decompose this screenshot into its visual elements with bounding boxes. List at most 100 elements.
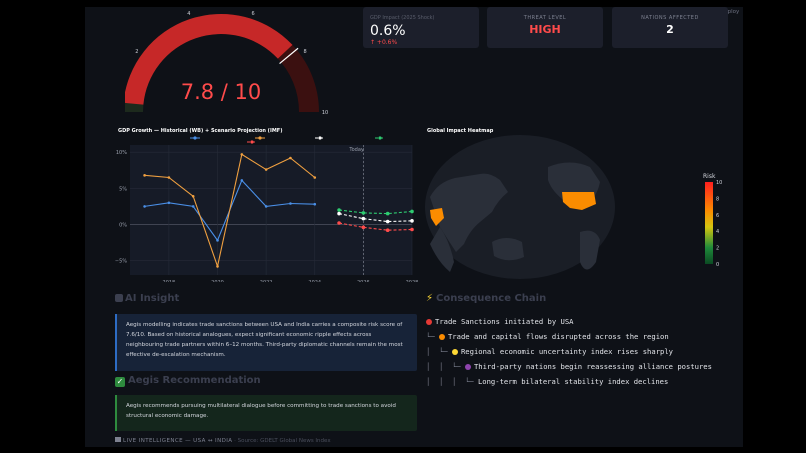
colorbar-tick: 4	[716, 229, 719, 235]
consequence-chain-title: Consequence Chain	[436, 293, 547, 304]
y-tick-label: 0%	[119, 222, 127, 228]
status-dot-icon	[464, 364, 471, 370]
status-dot-icon	[426, 319, 432, 325]
colorbar-tick: 0	[716, 262, 719, 268]
metric-label: NATIONS AFFECTED	[641, 15, 699, 21]
ai-insight-text: Aegis modelling indicates trade sanction…	[126, 322, 403, 358]
recommendation-text: Aegis recommends pursuing multilateral d…	[126, 403, 396, 419]
data-point	[191, 205, 195, 208]
chain-connector: │ │ │ └─	[426, 377, 478, 386]
gauge-value: 7.8 / 10	[181, 80, 262, 104]
gdp-impact-card: GDP Impact (2025 Shock) 0.6% ↑ +0.6%	[363, 7, 479, 48]
data-point	[191, 194, 195, 198]
data-point	[143, 174, 146, 177]
x-tick-label: 2022	[260, 280, 273, 282]
legend-dot	[258, 136, 262, 140]
x-tick-label: 2024	[308, 280, 321, 282]
data-point	[385, 228, 390, 233]
map-landmass-eurasia	[430, 173, 508, 252]
consequence-chain-heading: ⚡ Consequence Chain	[426, 293, 546, 304]
y-tick-label: −5%	[115, 259, 127, 265]
data-point	[264, 168, 268, 171]
metric-value: 2	[666, 23, 674, 36]
series-line	[339, 209, 413, 215]
data-point	[313, 202, 317, 206]
live-intel-label: LIVE INTELLIGENCE — USA ↔ INDIA	[123, 438, 233, 444]
series-line	[144, 153, 316, 269]
status-dot-icon	[438, 334, 445, 340]
legend-dot	[193, 136, 197, 140]
data-point	[337, 221, 341, 225]
chain-item-text: Trade and capital flows disrupted across…	[447, 332, 669, 341]
live-intel-bar: LIVE INTELLIGENCE — USA ↔ INDIA · Source…	[115, 437, 331, 444]
map-region-india[interactable]	[430, 208, 444, 226]
data-point	[167, 201, 171, 205]
check-icon: ✓	[115, 377, 125, 387]
chain-item: │ │ │ └─ Long-term bilateral stability i…	[426, 377, 668, 386]
map-landmass-africa	[430, 227, 454, 272]
data-point	[410, 227, 414, 232]
gauge-tick-label: 4	[187, 11, 190, 17]
data-point	[264, 205, 268, 208]
nations-affected-card: NATIONS AFFECTED 2	[612, 7, 728, 48]
metric-value: 0.6%	[370, 23, 406, 39]
data-point	[361, 216, 366, 221]
data-point	[143, 205, 146, 208]
chain-connector: └─	[426, 332, 439, 341]
recommendation-box: Aegis recommends pursuing multilateral d…	[115, 395, 417, 431]
data-point	[385, 219, 390, 224]
live-intel-source: · Source: GDELT Global News Index	[234, 438, 331, 444]
series-line	[338, 213, 413, 223]
chain-item: │ │ └─ Third-party nations begin reasses…	[426, 362, 712, 371]
chain-item: └─ Trade and capital flows disrupted acr…	[426, 332, 669, 341]
dashboard: Deploy 0 2 4 6 8 10 7.8 / 10 GDP Impact (2025…	[85, 7, 743, 447]
ai-insight-heading: AI Insight	[115, 293, 179, 304]
x-tick-label: 2020	[211, 280, 224, 282]
gdp-growth-chart: GDP Growth — Historical (WB) + Scenario …	[115, 128, 419, 282]
legend-dot	[378, 136, 382, 140]
colorbar-tick: 6	[716, 213, 719, 219]
series-line	[338, 222, 413, 231]
heatmap-title: Global Impact Heatmap	[427, 128, 494, 134]
global-heatmap: Global Impact Heatmap Risk 10 8 6 4 2 0	[425, 128, 722, 279]
chart-title: GDP Growth — Historical (WB) + Scenario …	[118, 128, 283, 134]
y-tick-label: 5%	[119, 186, 127, 192]
ai-insight-title: AI Insight	[125, 293, 180, 304]
chain-item-text: Long-term bilateral stability index decl…	[477, 377, 669, 386]
chain-item: │ └─ Regional economic uncertainty index…	[426, 347, 673, 356]
today-label: Today	[348, 147, 364, 153]
map-region-usa[interactable]	[562, 192, 596, 210]
x-tick-label: 2018	[163, 280, 176, 282]
colorbar-tick: 10	[716, 180, 722, 186]
lightning-icon: ⚡	[426, 293, 434, 304]
x-tick-label: 2028	[406, 280, 419, 282]
y-tick-label: 10%	[116, 150, 127, 156]
chain-connector: │ └─	[426, 347, 452, 356]
chain-item-text: Regional economic uncertainty index rise…	[460, 347, 674, 356]
data-point	[337, 211, 341, 216]
data-point	[240, 179, 244, 182]
map-landmass-america-south	[580, 230, 600, 270]
robot-icon	[115, 294, 123, 302]
data-point	[289, 202, 292, 205]
gauge-tick-label: 10	[322, 110, 328, 115]
data-point	[167, 176, 171, 179]
gauge-tick-label: 6	[252, 11, 255, 17]
map-landmass-australia	[492, 238, 524, 261]
chain-item: Trade Sanctions initiated by USA	[426, 317, 573, 326]
status-dot-icon	[451, 349, 458, 355]
data-point	[410, 209, 414, 214]
colorbar-tick: 2	[716, 246, 719, 252]
metric-delta: ↑ +0.6%	[370, 39, 398, 46]
data-point	[361, 225, 366, 230]
risk-colorbar	[705, 182, 713, 264]
data-point	[361, 211, 366, 215]
chain-connector: │ │ └─	[426, 362, 465, 371]
legend-dot	[318, 136, 322, 140]
deploy-button[interactable]: Deploy	[720, 9, 740, 15]
risk-gauge: 0246810 7.8 / 10	[125, 11, 328, 115]
legend-dot	[250, 140, 254, 144]
x-tick-label: 2026	[357, 280, 370, 282]
gauge-tick-label: 2	[135, 49, 138, 55]
metric-label: GDP Impact (2025 Shock)	[370, 15, 435, 21]
